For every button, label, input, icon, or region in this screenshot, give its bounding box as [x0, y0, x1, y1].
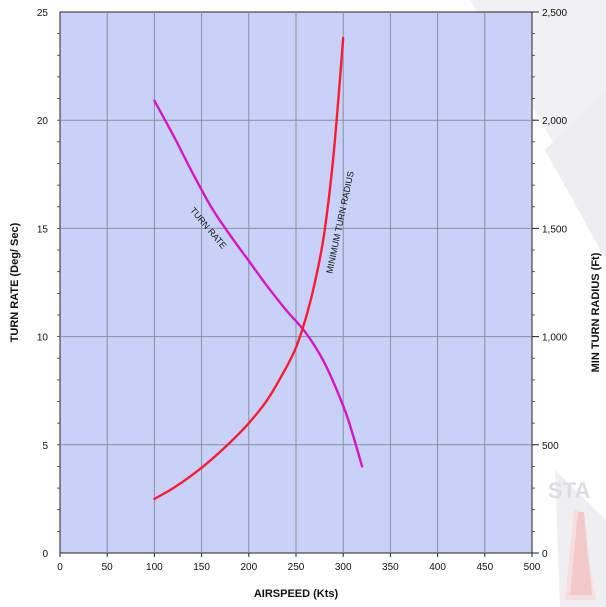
y-left-tick-label: 20 [37, 116, 49, 127]
y-left-tick-label: 15 [37, 224, 49, 235]
x-tick-label: 450 [476, 562, 493, 573]
y-right-tick-label: 0 [542, 549, 548, 560]
y-right-tick-label: 1,000 [542, 333, 567, 344]
y-left-tick-label: 10 [37, 333, 49, 344]
x-tick-label: 200 [240, 562, 257, 573]
x-tick-label: 400 [429, 562, 446, 573]
y-right-axis-title: MIN TURN RADIUS (Ft) [590, 252, 602, 372]
y-right-tick-label: 2,000 [542, 116, 567, 127]
y-right-tick-label: 1,500 [542, 224, 567, 235]
x-tick-label: 250 [288, 562, 305, 573]
y-left-axis-title: TURN RATE (Deg/ Sec) [9, 222, 21, 342]
series-line-min-turn-radius [153, 36, 345, 501]
x-tick-label: 150 [193, 562, 210, 573]
x-tick-label: 300 [335, 562, 352, 573]
y-left-tick-label: 25 [37, 8, 49, 19]
x-tick-label: 350 [382, 562, 399, 573]
x-tick-label: 500 [524, 562, 541, 573]
svg-text:STA: STA [548, 478, 590, 503]
x-tick-label: 0 [57, 562, 63, 573]
y-left-tick-label: 5 [42, 441, 48, 452]
x-tick-label: 50 [102, 562, 114, 573]
y-right-tick-label: 2,500 [542, 8, 567, 19]
y-left-tick-label: 0 [42, 549, 48, 560]
x-axis-title: AIRSPEED (Kts) [254, 588, 339, 600]
series-line-turn-rate [153, 99, 364, 468]
x-tick-label: 100 [146, 562, 163, 573]
y-right-tick-label: 500 [542, 441, 559, 452]
